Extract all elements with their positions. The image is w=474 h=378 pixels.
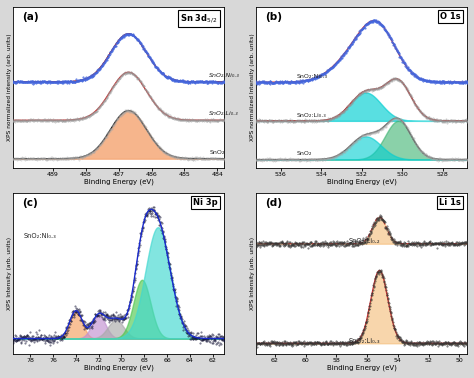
Y-axis label: XPS Intensity (arb. units): XPS Intensity (arb. units) <box>7 237 12 310</box>
Text: SnO₂:Li₀.₂: SnO₂:Li₀.₂ <box>349 238 380 244</box>
X-axis label: Binding Energy (eV): Binding Energy (eV) <box>327 364 397 371</box>
Text: Li 1s: Li 1s <box>439 198 461 207</box>
Y-axis label: XPS Intensity (arb. units): XPS Intensity (arb. units) <box>250 237 255 310</box>
Text: O 1s: O 1s <box>440 12 461 21</box>
Text: (a): (a) <box>22 12 38 22</box>
X-axis label: Binding Energy (eV): Binding Energy (eV) <box>84 364 154 371</box>
Y-axis label: XPS normalized Intensity (arb. units): XPS normalized Intensity (arb. units) <box>250 34 255 141</box>
Y-axis label: XPS normalized intensity (arb. units): XPS normalized intensity (arb. units) <box>7 34 12 141</box>
Text: SnO₂: SnO₂ <box>209 150 225 155</box>
Text: SnO₂:Li₀.₃: SnO₂:Li₀.₃ <box>209 112 239 116</box>
X-axis label: Binding Energy (eV): Binding Energy (eV) <box>84 178 154 185</box>
Text: Sn 3d$_{5/2}$: Sn 3d$_{5/2}$ <box>180 12 218 25</box>
Text: SnO₂: SnO₂ <box>297 152 312 156</box>
Text: (c): (c) <box>22 198 37 208</box>
Text: SnO₂:Li₀.₃: SnO₂:Li₀.₃ <box>349 338 380 344</box>
Text: SnO₂:Ni₀.₃: SnO₂:Ni₀.₃ <box>297 74 328 79</box>
X-axis label: Binding Energy (eV): Binding Energy (eV) <box>327 178 397 185</box>
Text: SnO₂:Li₀.₃: SnO₂:Li₀.₃ <box>297 113 327 118</box>
Text: SnO₂:Ni₀.₃: SnO₂:Ni₀.₃ <box>209 73 240 78</box>
Text: (d): (d) <box>265 198 282 208</box>
Text: SnO₂:Ni₀.₃: SnO₂:Ni₀.₃ <box>24 233 56 239</box>
Text: (b): (b) <box>265 12 282 22</box>
Text: Ni 3p: Ni 3p <box>193 198 218 207</box>
